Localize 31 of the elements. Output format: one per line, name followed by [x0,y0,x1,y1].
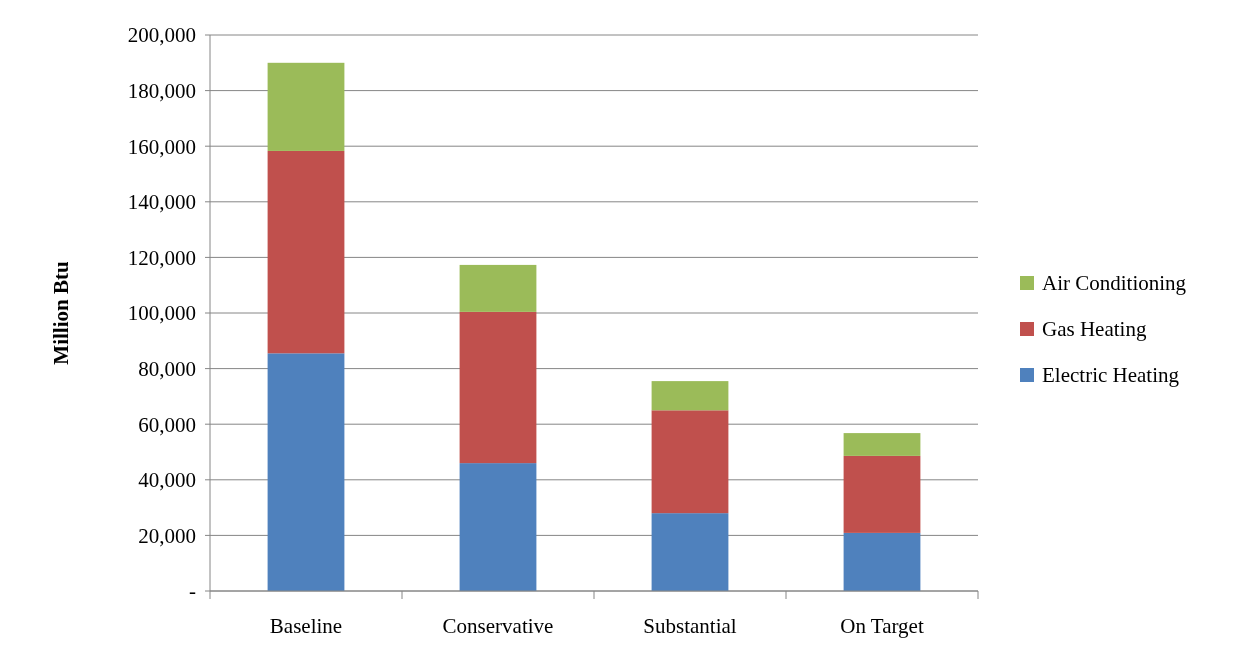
y-tick-label: 60,000 [138,412,196,437]
bar [651,410,729,514]
legend-label: Air Conditioning [1042,271,1187,296]
bar [459,264,537,312]
bar [267,150,345,354]
bar [459,463,537,591]
bar [267,62,345,151]
bar [843,455,921,533]
bar [459,311,537,464]
bar [651,381,729,411]
legend-label: Electric Heating [1042,363,1180,388]
bar [267,353,345,591]
y-tick-label: 200,000 [127,23,196,48]
y-tick-label: - [189,579,196,604]
x-tick-label: Baseline [269,614,343,638]
bar [651,513,729,591]
y-tick-label: 160,000 [127,134,196,159]
y-tick-label: 140,000 [127,190,196,215]
y-tick-label: 80,000 [138,356,196,381]
y-tick-label: 20,000 [138,523,196,548]
legend-label: Gas Heating [1042,317,1147,342]
bar [843,532,921,591]
y-axis-title: Million Btu [49,261,73,365]
bar [843,433,921,456]
y-tick-label: 40,000 [138,468,196,493]
x-tick-label: Conservative [442,614,554,638]
y-tick-label: 100,000 [127,301,196,326]
x-tick-label: Substantial [643,614,737,638]
y-tick-label: 180,000 [127,78,196,103]
x-tick-label: On Target [840,614,924,638]
y-tick-label: 120,000 [127,245,196,270]
